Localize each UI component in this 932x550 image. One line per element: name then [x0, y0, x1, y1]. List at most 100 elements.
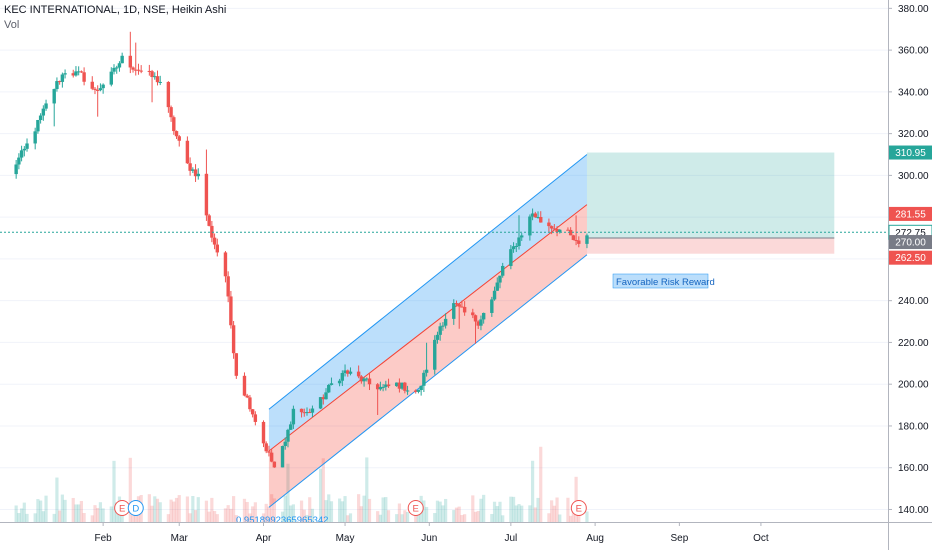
volume-bar — [362, 495, 366, 522]
volume-bar — [397, 503, 402, 522]
volume-bar — [571, 509, 575, 522]
volume-bar — [215, 514, 219, 522]
volume-bar — [501, 515, 505, 522]
candle — [299, 408, 304, 418]
volume-bar — [109, 506, 113, 522]
candle — [424, 342, 429, 377]
candle-body — [329, 383, 334, 385]
candle — [514, 243, 518, 253]
candle-body — [547, 222, 551, 227]
candle — [19, 145, 24, 162]
chart-title: KEC INTERNATIONAL, 1D, NSE, Heikin Ashi — [4, 4, 227, 16]
candle — [318, 397, 323, 410]
candle-body — [574, 239, 578, 241]
candle-body — [38, 115, 43, 120]
candle-body — [172, 117, 176, 132]
candle-body — [253, 414, 258, 422]
candle-body — [378, 386, 383, 390]
candle — [33, 127, 37, 150]
event-circle — [407, 500, 424, 516]
volume-bar — [280, 511, 285, 522]
candle-body — [454, 303, 459, 305]
volume-bar — [253, 502, 257, 522]
volume-bar — [318, 468, 323, 522]
candle — [381, 384, 385, 392]
candle — [414, 389, 418, 394]
candle-body — [185, 140, 190, 164]
candle — [476, 320, 480, 329]
candle-body — [362, 378, 366, 382]
volume-bar — [539, 446, 543, 522]
candle — [500, 262, 505, 278]
x-tick-label: Oct — [753, 533, 769, 544]
volume-bar — [98, 502, 103, 522]
candle-body — [134, 69, 138, 71]
candle — [60, 72, 65, 88]
candle-body — [90, 81, 94, 89]
y-tick-label: 160.00 — [898, 463, 929, 474]
candle — [174, 130, 179, 140]
candle — [82, 67, 86, 86]
volume-bar — [93, 505, 97, 522]
price-label-box — [889, 145, 932, 160]
candle — [403, 381, 407, 394]
volume-bar — [577, 511, 581, 522]
candle — [52, 88, 56, 127]
price-label-text: 270.00 — [895, 238, 926, 249]
candle — [112, 64, 116, 75]
candle — [462, 301, 467, 316]
candle-body — [117, 63, 122, 68]
candle — [136, 63, 141, 75]
candle — [528, 214, 532, 241]
candle — [63, 69, 67, 79]
candle-body — [41, 108, 46, 116]
volume-bar — [150, 505, 154, 522]
candle — [147, 64, 152, 76]
candle-body — [267, 451, 271, 453]
candle — [310, 405, 315, 418]
candle — [188, 157, 192, 176]
candle-body — [288, 424, 293, 430]
candle — [153, 72, 157, 80]
candle — [533, 211, 538, 218]
candle-body — [248, 397, 252, 410]
candle — [101, 83, 105, 94]
y-tick-label: 240.00 — [898, 296, 929, 307]
candle-body — [215, 244, 219, 253]
volume-bar — [365, 457, 369, 522]
volume-bar — [441, 505, 445, 522]
annotation-label: Favorable Risk Reward — [612, 273, 715, 289]
candle-body — [231, 325, 236, 354]
candle-body — [517, 237, 521, 246]
volume-bar — [359, 506, 363, 522]
candle-body — [169, 107, 173, 118]
candle — [481, 312, 486, 324]
candle-body — [460, 306, 464, 308]
candle-body — [234, 353, 239, 376]
candle-body — [147, 70, 152, 72]
candle — [367, 372, 372, 391]
candle — [134, 42, 138, 76]
volume-bar — [71, 497, 75, 522]
volume-bar — [210, 497, 214, 522]
candle — [530, 208, 535, 221]
candle-body — [498, 275, 502, 283]
candle — [305, 407, 309, 416]
price-label-box — [889, 235, 932, 250]
candle-body — [558, 229, 562, 233]
volume-bar — [381, 497, 385, 522]
candle — [150, 69, 154, 103]
candle-body — [509, 249, 513, 266]
volume-bar — [226, 505, 230, 522]
price-label-box — [889, 206, 932, 221]
candle — [166, 81, 171, 113]
volume-bar — [454, 507, 459, 522]
volume-bar — [174, 497, 179, 522]
candle — [337, 378, 342, 387]
candle-body — [337, 380, 342, 384]
candle-body — [245, 395, 249, 398]
candle-body — [438, 326, 442, 335]
candle-body — [44, 103, 48, 109]
channel-lower-fill — [268, 204, 587, 508]
